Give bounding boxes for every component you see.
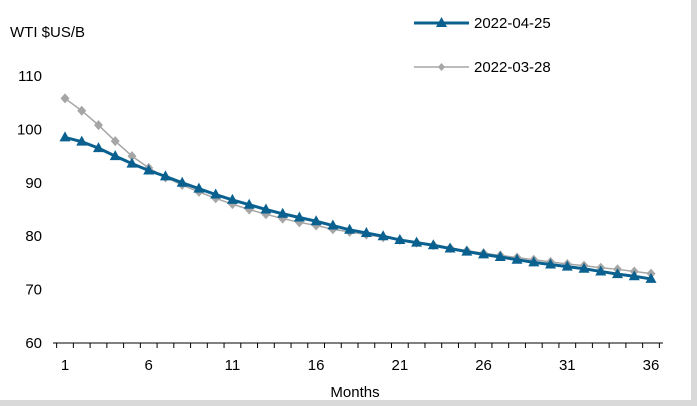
legend-marker: [438, 63, 445, 71]
legend-label: 2022-03-28: [474, 59, 551, 76]
x-tick-label: 21: [392, 357, 409, 374]
legend-item: 2022-04-25: [414, 15, 551, 32]
y-tick-label: 110: [18, 68, 42, 85]
x-tick-label: 11: [225, 357, 241, 374]
x-tick-label: 1: [61, 357, 69, 374]
x-tick-label: 36: [643, 357, 660, 374]
data-point: [60, 131, 71, 141]
y-tick-label: 100: [17, 121, 42, 138]
series-line: [65, 137, 651, 279]
y-tick-label: 70: [25, 282, 42, 299]
y-axis-ticks: 60 70 80 90 100 110: [17, 68, 42, 352]
y-tick-label: 80: [25, 228, 42, 245]
series-2022-03-28: [61, 93, 656, 278]
y-tick-label: 90: [25, 175, 42, 192]
y-axis-label: WTI $US/B: [10, 24, 85, 41]
x-axis-label: Months: [330, 384, 379, 400]
series-layer: [60, 93, 657, 282]
legend-item: 2022-03-28: [414, 59, 551, 76]
y-tick-label: 60: [25, 335, 42, 352]
data-point: [61, 93, 70, 103]
legend-label: 2022-04-25: [474, 15, 551, 32]
x-axis-ticks: 1 6 11 16 21 26 31 36: [57, 343, 660, 374]
series-line: [65, 98, 651, 273]
x-tick-label: 16: [308, 357, 325, 374]
x-tick-label: 26: [475, 357, 492, 374]
legend: 2022-04-25 2022-03-28: [414, 15, 551, 76]
x-tick-label: 6: [145, 357, 153, 374]
x-tick-label: 31: [559, 357, 576, 374]
